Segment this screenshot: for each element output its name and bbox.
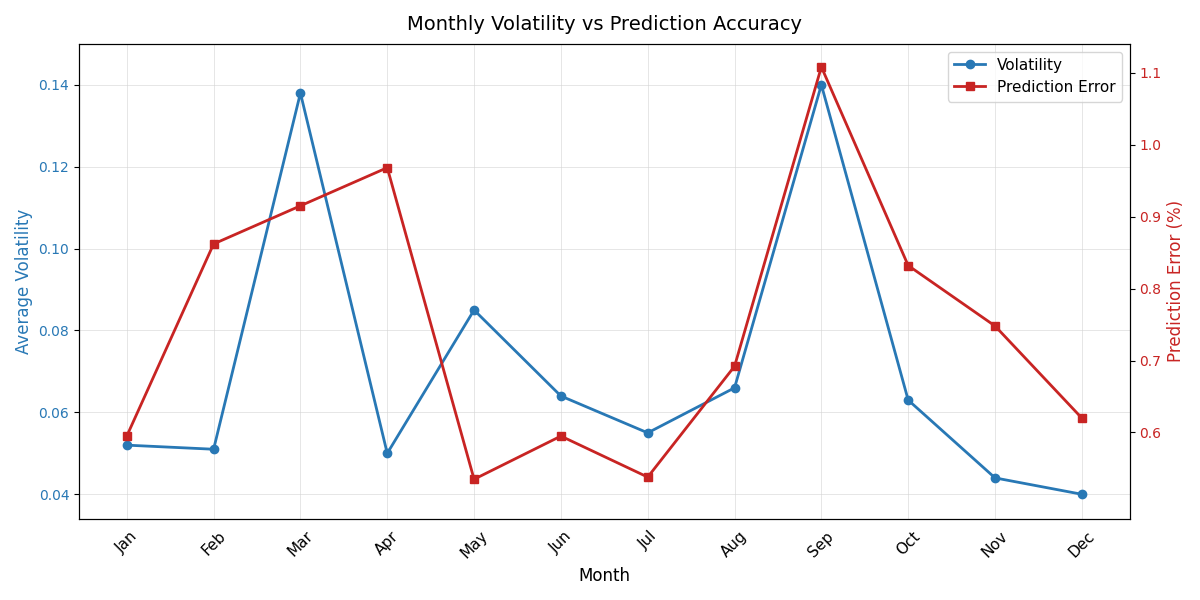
Legend: Volatility, Prediction Error: Volatility, Prediction Error: [948, 52, 1122, 101]
Volatility: [901, 397, 916, 404]
Prediction Error: [206, 241, 221, 248]
Prediction Error: [901, 262, 916, 269]
Prediction Error: [120, 433, 134, 440]
Prediction Error: [988, 322, 1002, 329]
Volatility: [380, 450, 395, 457]
Prediction Error: [727, 362, 742, 370]
Prediction Error: [1075, 415, 1090, 422]
Y-axis label: Average Volatility: Average Volatility: [14, 209, 32, 354]
Line: Volatility: Volatility: [122, 80, 1086, 499]
Volatility: [553, 392, 568, 400]
Prediction Error: [380, 164, 395, 171]
Volatility: [1075, 491, 1090, 498]
Line: Prediction Error: Prediction Error: [122, 63, 1086, 484]
Volatility: [467, 307, 481, 314]
Volatility: [988, 474, 1002, 481]
Volatility: [293, 89, 307, 97]
Prediction Error: [553, 433, 568, 440]
X-axis label: Month: Month: [578, 567, 630, 585]
Volatility: [814, 81, 828, 88]
Y-axis label: Prediction Error (%): Prediction Error (%): [1166, 200, 1186, 362]
Prediction Error: [467, 476, 481, 483]
Prediction Error: [814, 64, 828, 71]
Title: Monthly Volatility vs Prediction Accuracy: Monthly Volatility vs Prediction Accurac…: [407, 15, 802, 34]
Volatility: [641, 429, 655, 436]
Prediction Error: [293, 202, 307, 209]
Volatility: [727, 384, 742, 391]
Volatility: [206, 446, 221, 453]
Volatility: [120, 442, 134, 449]
Prediction Error: [641, 473, 655, 481]
